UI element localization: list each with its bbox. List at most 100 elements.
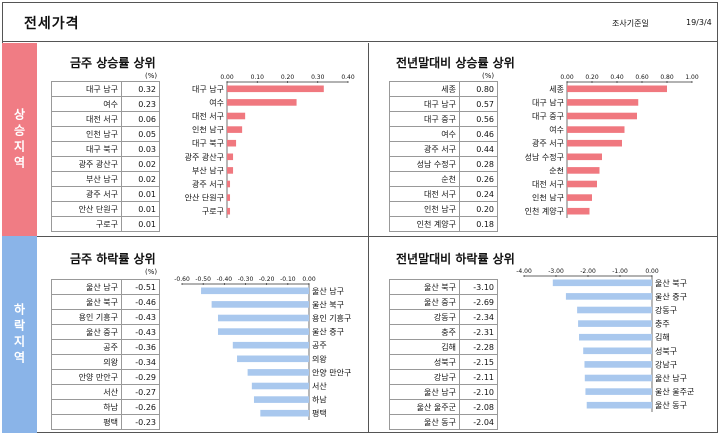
rate-value-cell: -0.43 — [121, 324, 160, 340]
bar — [577, 306, 652, 314]
region-name-cell: 김해 — [389, 339, 460, 355]
rate-value-cell: -2.10 — [459, 384, 498, 400]
tick-label: 0.00 — [220, 74, 234, 81]
region-name-cell: 대전 서구 — [389, 186, 460, 202]
rate-value-cell: 0.23 — [121, 96, 160, 112]
rate-value-cell: 0.01 — [121, 201, 160, 217]
table-row: 강동구 -2.34 — [389, 309, 498, 325]
bar — [567, 207, 590, 215]
bar — [567, 180, 597, 188]
table-row: 부산 남구 0.02 — [51, 171, 160, 187]
table-row: 용인 기흥구 -0.43 — [51, 309, 160, 325]
rate-value-cell: -0.29 — [121, 369, 160, 385]
table-row: 하남 -0.26 — [51, 399, 160, 415]
rate-value-cell: 0.01 — [121, 216, 160, 232]
category-label: 의왕 — [312, 354, 327, 364]
region-name-cell: 대구 북구 — [51, 141, 122, 157]
category-label: 성남 수정구 — [525, 152, 564, 162]
survey-date: 19/3/4 — [686, 18, 712, 27]
tick-label: -0.10 — [280, 276, 296, 283]
category-label: 성북구 — [655, 347, 677, 356]
rate-value-cell: -0.23 — [121, 414, 160, 430]
category-label: 여수 — [549, 125, 564, 135]
category-label: 인천 남구 — [192, 125, 224, 135]
region-name-cell: 의왕 — [51, 354, 122, 370]
ranking-table-year-fall: 울산 북구 -3.10 울산 중구 -2.69 강동구 -2.34 충주 -2.31 김해 -2.… — [389, 279, 498, 430]
table-row: 인천 계양구 0.18 — [389, 216, 498, 232]
rate-value-cell: -2.69 — [459, 294, 498, 310]
section-fall-label: 하락지역 — [2, 236, 37, 433]
category-label: 대전 서구 — [192, 111, 224, 121]
region-name-cell: 부산 남구 — [51, 171, 122, 187]
rate-value-cell: 0.80 — [459, 81, 498, 97]
region-name-cell: 대구 중구 — [389, 111, 460, 127]
bar — [217, 328, 309, 335]
bar — [586, 401, 652, 409]
category-label: 평택 — [312, 408, 327, 418]
rate-value-cell: -0.51 — [121, 279, 160, 295]
region-name-cell: 울산 중구 — [389, 294, 460, 310]
region-name-cell: 여수 — [389, 126, 460, 142]
tick-label: -0.60 — [174, 276, 190, 283]
category-label: 대구 남구 — [532, 98, 564, 107]
tick-label: 1.00 — [685, 74, 699, 81]
table-row: 울산 남구 -2.10 — [389, 384, 498, 400]
category-label: 대구 북구 — [192, 139, 224, 148]
rate-value-cell: -2.34 — [459, 309, 498, 325]
tick-label: -0.30 — [238, 276, 254, 283]
rate-value-cell: 0.02 — [121, 156, 160, 172]
rate-value-cell: 0.56 — [459, 111, 498, 127]
tick-label: -0.50 — [195, 276, 211, 283]
table-row: 대구 북구 0.03 — [51, 141, 160, 157]
bar — [227, 167, 234, 174]
bar — [237, 355, 309, 363]
rate-value-cell: 0.03 — [121, 141, 160, 157]
region-name-cell: 안양 만안구 — [51, 369, 122, 385]
panel-title-week-rise: 금주 상승률 상위 — [70, 56, 156, 70]
category-label: 울산 중구 — [312, 327, 344, 337]
region-name-cell: 안산 단원구 — [51, 201, 122, 217]
tick-label: 0.20 — [585, 74, 599, 81]
tick-label: 0.40 — [341, 74, 355, 81]
bar — [585, 388, 652, 395]
category-label: 울산 북구 — [655, 278, 687, 288]
table-row: 안양 만안구 -0.29 — [51, 369, 160, 385]
rate-value-cell: -2.28 — [459, 339, 498, 355]
rate-value-cell: 0.24 — [459, 186, 498, 202]
category-label: 인천 남구 — [532, 193, 564, 203]
rate-value-cell: 0.05 — [121, 126, 160, 142]
bar — [247, 369, 309, 376]
bar — [227, 85, 324, 93]
category-label: 강동구 — [655, 305, 677, 315]
rate-value-cell: -0.34 — [121, 354, 160, 370]
tick-label: 0.10 — [251, 74, 265, 81]
region-name-cell: 성남 수정구 — [389, 156, 460, 172]
table-row: 울산 울주군 -2.08 — [389, 399, 498, 415]
bar — [227, 180, 231, 188]
tick-label: -3.00 — [548, 268, 564, 275]
tick-label: -2.00 — [580, 268, 596, 275]
table-row: 구로구 0.01 — [51, 216, 160, 232]
rate-value-cell: 0.57 — [459, 96, 498, 112]
category-label: 대구 중구 — [532, 112, 564, 121]
table-row: 인천 남구 0.20 — [389, 201, 498, 217]
table-row: 세종 0.80 — [389, 81, 498, 97]
region-name-cell: 충주 — [389, 324, 460, 340]
page-title: 전세가격 — [24, 16, 80, 32]
percent-label: (%) — [145, 72, 158, 80]
category-label: 하남 — [312, 395, 327, 405]
region-name-cell: 강동구 — [389, 309, 460, 325]
table-row: 서산 -0.27 — [51, 384, 160, 400]
table-row: 평택 -0.23 — [51, 414, 160, 430]
tick-label: -4.00 — [516, 268, 532, 275]
region-name-cell: 서산 — [51, 384, 122, 400]
table-row: 울산 중구 -0.43 — [51, 324, 160, 340]
category-label: 김해 — [655, 332, 670, 342]
region-name-cell: 울산 남구 — [389, 384, 460, 400]
rate-value-cell: 0.20 — [459, 201, 498, 217]
region-name-cell: 대전 서구 — [51, 111, 122, 127]
rate-value-cell: 0.01 — [121, 186, 160, 202]
bar — [227, 153, 234, 161]
region-name-cell: 순천 — [389, 171, 460, 187]
category-label: 강남구 — [655, 359, 677, 369]
